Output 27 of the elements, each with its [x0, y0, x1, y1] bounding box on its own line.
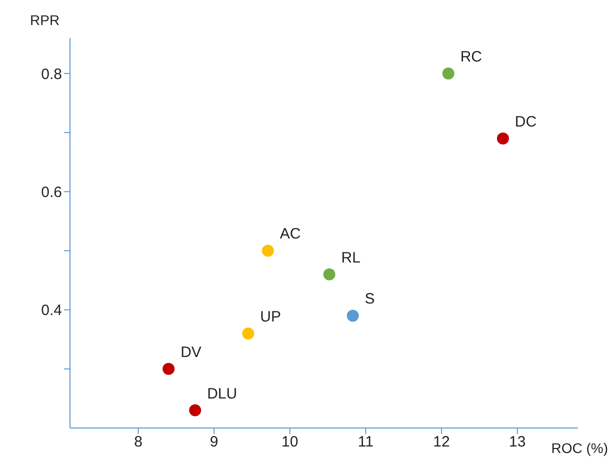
point: [242, 327, 254, 340]
x-tick-label: 13: [509, 434, 526, 451]
y-axis-title: RPR: [30, 12, 60, 28]
point: [323, 268, 336, 280]
series-label: DV: [180, 344, 202, 361]
point: [442, 67, 454, 80]
point: [189, 404, 202, 416]
series-label: RL: [341, 249, 360, 266]
point: [262, 244, 274, 257]
point: [162, 362, 175, 375]
x-axis-title: ROC (%): [551, 440, 608, 456]
series-label: AC: [280, 226, 301, 243]
x-tick-label: 12: [433, 434, 450, 451]
y-tick-label: 0.6: [41, 184, 62, 201]
point: [346, 310, 359, 322]
x-tick-label: 9: [210, 434, 218, 451]
series-label: DLU: [207, 385, 238, 402]
x-tick-label: 10: [282, 434, 298, 451]
series-label: DC: [514, 113, 537, 130]
point: [496, 132, 509, 144]
y-tick-label: 0.8: [41, 66, 62, 83]
series-label: S: [364, 290, 375, 308]
x-tick-label: 8: [134, 434, 142, 451]
y-tick-label: 0.4: [41, 302, 62, 320]
series-label: RC: [460, 48, 482, 66]
series-label: UP: [260, 308, 282, 326]
x-tick-label: 11: [358, 434, 374, 451]
